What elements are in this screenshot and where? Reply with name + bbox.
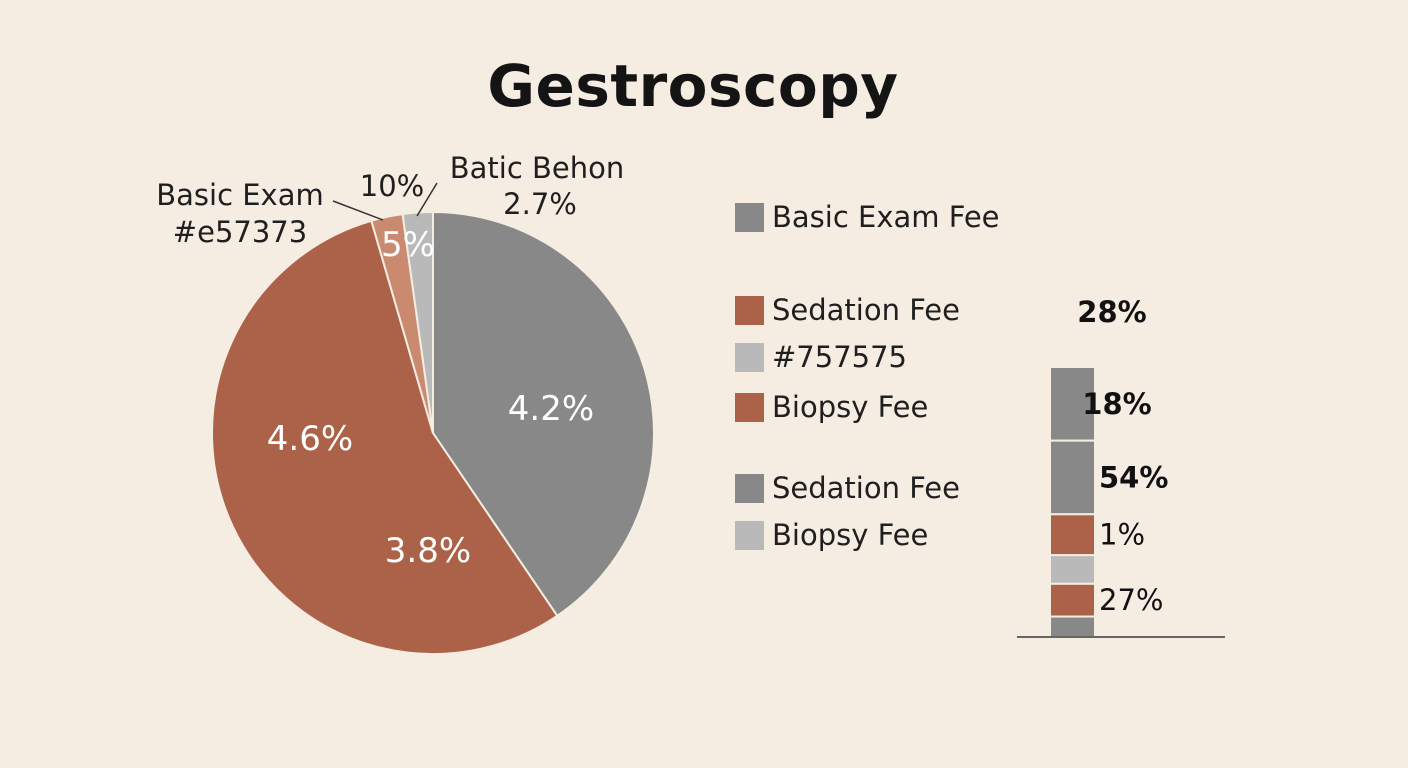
legend-label: Biopsy Fee [772,390,929,424]
legend-swatch [735,520,764,550]
pie-slice-label: 4.6% [267,419,353,459]
bar-segment-label: 54% [1099,460,1168,494]
stacked-bar-labels: 18% 54% 1% 27% 28% [1077,295,1168,617]
bar-segment [1049,439,1096,516]
legend-label: Sedation Fee [772,471,960,505]
legend-label: Biopsy Fee [772,518,929,552]
pie-slice-label: 5% [381,225,435,265]
callout-ten-percent: 10% [360,169,424,203]
legend-label: #757575 [772,340,908,374]
pie-slice [401,210,434,434]
bar-segment [1049,554,1096,585]
legend-swatch [735,342,764,372]
chart-title: Gestroscopy [487,52,899,120]
legend-item: Basic Exam Fee [735,200,1000,234]
pie-chart [211,210,655,655]
bar-segment [1049,582,1096,618]
stacked-bar [1049,366,1096,639]
callout-line-basic-exam [332,200,384,221]
legend-item: Biopsy Fee [735,518,928,552]
bar-segment-label: 18% [1082,387,1151,421]
legend-item: #757575 [735,340,907,374]
legend-label: Sedation Fee [772,293,960,327]
pie-inner-labels: 4.2% 3.8% 4.6% 5% [267,225,594,571]
callout-batic-behon-line2: 2.7% [503,187,577,221]
bar-segment [1049,513,1096,557]
pie-slice-label: 3.8% [385,531,471,571]
callout-basic-exam-line1: Basic Exam [156,178,324,212]
callout-basic-exam-line2: #e57373 [173,215,307,249]
legend-swatch [735,392,764,422]
legend-swatch [735,295,764,325]
pie-slice-label: 4.2% [508,389,594,429]
legend-swatch [735,473,764,503]
pie-slice [432,210,655,618]
bar-segment [1049,615,1096,639]
bar-segment-label: 27% [1099,583,1163,617]
callout-batic-behon-line1: Batic Behon [450,151,625,185]
legend-label: Basic Exam Fee [772,200,1000,234]
callout-line-batic-behon [416,182,438,217]
pie-callouts: Basic Exam #e57373 10% Batic Behon 2.7% [156,151,624,249]
pie-slice [211,219,559,655]
legend-item: Biopsy Fee [735,390,928,424]
bar-top-label: 28% [1077,295,1146,329]
legend-item: Sedation Fee [735,293,960,327]
legend-swatch [735,202,764,232]
bar-segment-label: 1% [1099,518,1145,552]
legend-item: Sedation Fee [735,471,960,505]
